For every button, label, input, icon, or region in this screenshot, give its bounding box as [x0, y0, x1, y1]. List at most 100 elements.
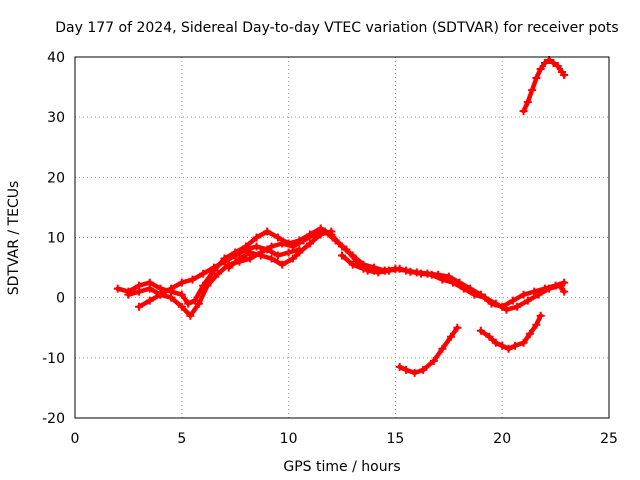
data-point	[491, 299, 500, 308]
data-point	[252, 233, 261, 242]
data-point	[485, 332, 494, 341]
data-point	[470, 290, 479, 299]
data-point	[235, 254, 244, 263]
x-tick-label: 20	[493, 431, 511, 447]
y-tick-label: 30	[47, 110, 65, 126]
data-point	[528, 86, 537, 95]
data-point	[273, 233, 282, 242]
series-line-track-f	[397, 325, 460, 376]
data-point	[194, 299, 203, 308]
data-point	[177, 290, 186, 299]
data-point	[327, 227, 336, 236]
data-point	[402, 365, 411, 374]
data-point	[231, 251, 240, 260]
y-tick-label: 20	[47, 170, 65, 186]
data-point	[267, 242, 276, 251]
data-point	[263, 227, 272, 236]
x-tick-label: 10	[280, 431, 298, 447]
data-point	[453, 323, 462, 332]
y-axis-label: SDTVAR / TECUs	[6, 181, 22, 296]
data-point	[532, 74, 541, 83]
data-point	[124, 290, 133, 299]
data-point	[278, 260, 287, 269]
series-line-track-e	[339, 253, 398, 273]
data-point	[316, 230, 325, 239]
x-tick-label: 25	[600, 431, 618, 447]
data-point	[553, 62, 562, 71]
plot-traces	[113, 56, 569, 377]
data-point	[504, 344, 513, 353]
data-point	[338, 251, 346, 260]
data-point	[410, 368, 419, 377]
data-point	[545, 284, 554, 293]
data-point	[284, 248, 293, 257]
data-point	[331, 236, 340, 245]
y-tick-labels: -20 -10 0 10 20 30 40	[42, 50, 65, 427]
data-point	[406, 267, 415, 276]
data-point	[438, 344, 447, 353]
data-point	[508, 296, 517, 305]
data-point	[560, 287, 569, 296]
data-point	[540, 59, 549, 68]
data-point	[438, 275, 447, 284]
data-point	[498, 341, 507, 350]
data-point	[177, 278, 186, 287]
data-point	[519, 338, 528, 347]
data-point	[145, 296, 154, 305]
data-point	[199, 269, 208, 278]
data-point	[278, 239, 287, 248]
data-point	[135, 287, 144, 296]
series-line-track-g	[478, 313, 543, 352]
data-point	[395, 362, 404, 371]
data-point	[288, 254, 297, 263]
grid-lines	[75, 57, 609, 418]
data-point	[263, 245, 272, 254]
data-point	[359, 264, 368, 273]
y-tick-label: -10	[42, 351, 65, 367]
data-point	[476, 326, 485, 335]
data-point	[113, 284, 122, 293]
data-point	[246, 248, 255, 257]
data-point	[188, 275, 197, 284]
data-point	[380, 266, 389, 275]
data-point	[135, 302, 144, 311]
data-point	[203, 281, 212, 290]
data-point	[417, 269, 426, 278]
data-point	[560, 278, 569, 287]
data-point	[167, 293, 176, 302]
data-point	[536, 311, 545, 320]
data-point	[370, 266, 379, 275]
data-point	[167, 284, 176, 293]
data-point	[273, 251, 282, 260]
x-tick-label: 0	[71, 431, 80, 447]
y-tick-label: 10	[47, 231, 65, 247]
data-point	[525, 329, 534, 338]
data-point	[459, 284, 468, 293]
data-point	[560, 71, 569, 80]
data-point	[186, 311, 195, 320]
data-point	[491, 338, 500, 347]
data-point	[241, 245, 250, 254]
x-tick-labels: 0 5 10 15 20 25	[71, 431, 618, 447]
data-point	[209, 263, 218, 272]
chart-title: Day 177 of 2024, Sidereal Day-to-day VTE…	[55, 20, 618, 36]
data-point	[429, 356, 438, 365]
data-point	[267, 254, 276, 263]
data-point	[184, 299, 193, 308]
data-point	[252, 242, 261, 251]
data-point	[156, 290, 165, 299]
data-point	[481, 293, 490, 302]
data-point	[427, 270, 436, 279]
data-point	[419, 365, 428, 374]
x-tick-label: 15	[386, 431, 404, 447]
data-point	[530, 287, 539, 296]
data-point	[519, 290, 528, 299]
data-point	[513, 302, 522, 311]
data-point	[536, 65, 545, 74]
data-point	[391, 264, 400, 273]
data-point	[523, 98, 532, 107]
data-point	[145, 284, 154, 293]
series-line-track-c	[136, 244, 302, 309]
data-point	[532, 320, 541, 329]
data-point	[446, 332, 455, 341]
